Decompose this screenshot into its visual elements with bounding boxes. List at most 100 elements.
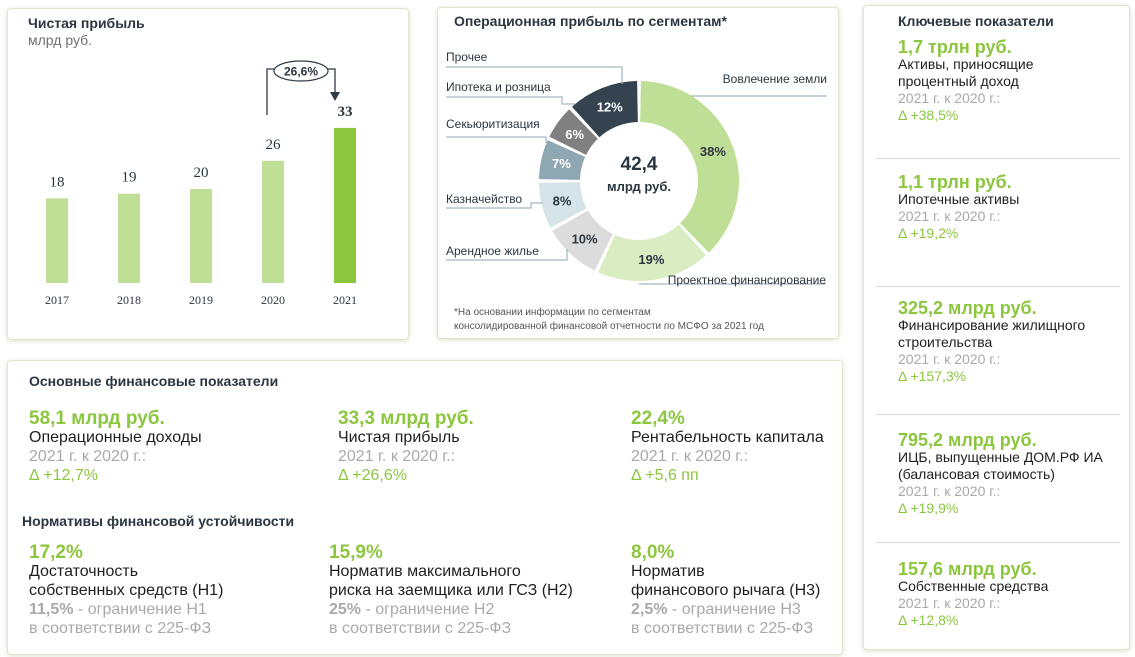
norm-limit-value: 11,5%	[29, 601, 74, 618]
bar-2021	[334, 127, 356, 284]
fin-value: 33,3 млрд руб.	[338, 408, 474, 429]
fin-period: 2021 г. к 2020 г.:	[29, 448, 147, 465]
donut-segment-label: 38%	[700, 144, 726, 159]
donut-center-unit: млрд руб.	[607, 179, 671, 194]
bar-category-label: 2019	[189, 293, 213, 307]
donut-segment	[552, 210, 613, 271]
fin-period: 2021 г. к 2020 г.:	[631, 448, 749, 465]
key-item-interest-assets: 1,7 трлн руб. Активы, приносящие процент…	[898, 37, 1128, 124]
segment-name-label: Ипотека и розница	[446, 80, 551, 94]
key-label-line2: процентный доход	[898, 73, 1019, 89]
key-indicators-card: Ключевые показатели 1,7 трлн руб. Активы…	[863, 5, 1130, 650]
key-divider	[876, 542, 1120, 543]
net-profit-chart: 18 2017 19 2018 20 2019 26 2020 33 2021 26,6%	[45, 60, 357, 307]
segments-footnote-line1: *На основании информации по сегментам	[454, 306, 651, 318]
donut-segment	[598, 224, 707, 281]
key-period: 2021 г. к 2020 г.:	[898, 483, 1001, 499]
net-profit-card: Чистая прибыль млрд руб. 18 2017 19 2018 20 2…	[7, 8, 409, 340]
key-item-construction-finance: 325,2 млрд руб. Финансирование жилищного…	[898, 299, 1128, 385]
key-period: 2021 г. к 2020 г.:	[898, 208, 1001, 224]
norm-value: 15,9%	[329, 542, 383, 563]
donut-segment	[640, 81, 739, 253]
fin-value: 58,1 млрд руб.	[29, 408, 165, 429]
key-label-line1: Ипотечные активы	[898, 191, 1020, 207]
growth-badge: 26,6%	[284, 65, 318, 79]
fin-delta: Δ +26,6%	[338, 467, 407, 484]
bar-category-label: 2017	[45, 293, 69, 307]
donut-segment	[571, 81, 638, 138]
norm-label-line2: риска на заемщика или ГСЗ (Н2)	[329, 582, 573, 599]
bar-2019	[190, 189, 212, 283]
bar-value-label: 20	[194, 165, 209, 181]
key-divider	[876, 414, 1120, 415]
norms-title: Нормативы финансовой устойчивости	[22, 513, 295, 529]
norm-limit-text: - ограничение Н3	[667, 601, 801, 618]
key-item-mbs-issued: 795,2 млрд руб. ИЦБ, выпущенные ДОМ.РФ И…	[898, 430, 1128, 517]
donut-segment	[539, 140, 586, 180]
growth-annotation: 26,6%	[266, 60, 340, 115]
bar-category-label: 2018	[117, 293, 141, 307]
key-indicators-title: Ключевые показатели	[898, 13, 1054, 29]
bar-value-label: 18	[50, 174, 65, 190]
fin-label: Рентабельность капитала	[631, 429, 824, 446]
fin-delta: Δ +12,7%	[29, 467, 98, 484]
key-item-own-funds: 157,6 млрд руб. Собственные средства 202…	[898, 560, 1128, 629]
fin-period: 2021 г. к 2020 г.:	[338, 448, 456, 465]
norm-limit-text: - ограничение Н2	[361, 601, 495, 618]
donut-segment-label: 12%	[597, 100, 623, 115]
fin-label: Операционные доходы	[29, 429, 202, 446]
bar-category-label: 2021	[333, 293, 357, 307]
norm-law: в соответствии с 225-ФЗ	[329, 620, 512, 637]
key-delta: Δ +19,2%	[898, 225, 959, 241]
segments-title: Операционная прибыль по сегментам*	[454, 13, 727, 29]
norm-law: в соответствии с 225-ФЗ	[631, 620, 814, 637]
norm-limit-value: 25%	[329, 601, 362, 618]
donut-segment	[539, 182, 587, 228]
fin-item-operating-income: 58,1 млрд руб. Операционные доходы 2021 …	[29, 409, 202, 485]
key-delta: Δ +157,3%	[898, 368, 967, 384]
donut-segment-label: 6%	[565, 127, 584, 142]
key-label-line1: ИЦБ, выпущенные ДОМ.РФ ИА	[898, 449, 1103, 465]
bar-value-label: 33	[338, 104, 353, 120]
fin-item-roe: 22,4% Рентабельность капитала 2021 г. к …	[631, 409, 824, 485]
segment-name-label: Казначейство	[446, 192, 522, 206]
key-item-mortgage-assets: 1,1 трлн руб. Ипотечные активы 2021 г. к…	[898, 172, 1128, 242]
bar-2017	[46, 198, 68, 283]
key-divider	[876, 158, 1120, 159]
key-label-line2: строительства	[898, 334, 993, 350]
key-delta: Δ +19,9%	[898, 500, 959, 516]
key-label-line1: Финансирование жилищного	[898, 317, 1086, 333]
fin-label: Чистая прибыль	[338, 429, 460, 446]
norm-item-n3: 8,0% Норматив финансового рычага (Н3) 2,…	[631, 543, 820, 638]
donut-segment-label: 19%	[638, 252, 664, 267]
norm-label-line2: собственных средств (Н1)	[29, 582, 224, 599]
financial-indicators-card: Основные финансовые показатели 58,1 млрд…	[7, 360, 843, 655]
fin-delta: Δ +5,6 пп	[631, 467, 699, 484]
key-period: 2021 г. к 2020 г.:	[898, 351, 1001, 367]
key-value: 1,7 трлн руб.	[898, 37, 1012, 57]
norm-limit-value: 2,5%	[631, 601, 668, 618]
donut-segment-label: 10%	[572, 231, 598, 246]
key-label-line1: Активы, приносящие	[898, 56, 1034, 72]
key-label-line2: (балансовая стоимость)	[898, 466, 1055, 482]
fin-item-net-profit: 33,3 млрд руб. Чистая прибыль 2021 г. к …	[338, 409, 474, 485]
donut-center-value: 42,4	[621, 154, 658, 175]
key-label-line1: Собственные средства	[898, 578, 1049, 594]
bar-category-label: 2020	[261, 293, 285, 307]
key-value: 795,2 млрд руб.	[898, 430, 1037, 450]
norm-law: в соответствии с 225-ФЗ	[29, 620, 212, 637]
key-period: 2021 г. к 2020 г.:	[898, 90, 1001, 106]
segment-name-label: Секьюритизация	[446, 117, 540, 131]
financial-indicators-title: Основные финансовые показатели	[29, 373, 279, 389]
norm-label-line1: Норматив	[631, 563, 705, 580]
key-value: 1,1 трлн руб.	[898, 172, 1012, 192]
segments-card: Операционная прибыль по сегментам* 38% 19…	[437, 7, 839, 339]
fin-value: 22,4%	[631, 408, 685, 429]
bar-value-label: 19	[122, 170, 137, 186]
key-delta: Δ +12,8%	[898, 612, 959, 628]
key-divider	[876, 286, 1120, 287]
segment-name-label: Прочее	[446, 50, 488, 64]
norm-limit-text: - ограничение Н1	[73, 601, 207, 618]
key-delta: Δ +38,5%	[898, 107, 959, 123]
net-profit-unit: млрд руб.	[28, 32, 93, 48]
